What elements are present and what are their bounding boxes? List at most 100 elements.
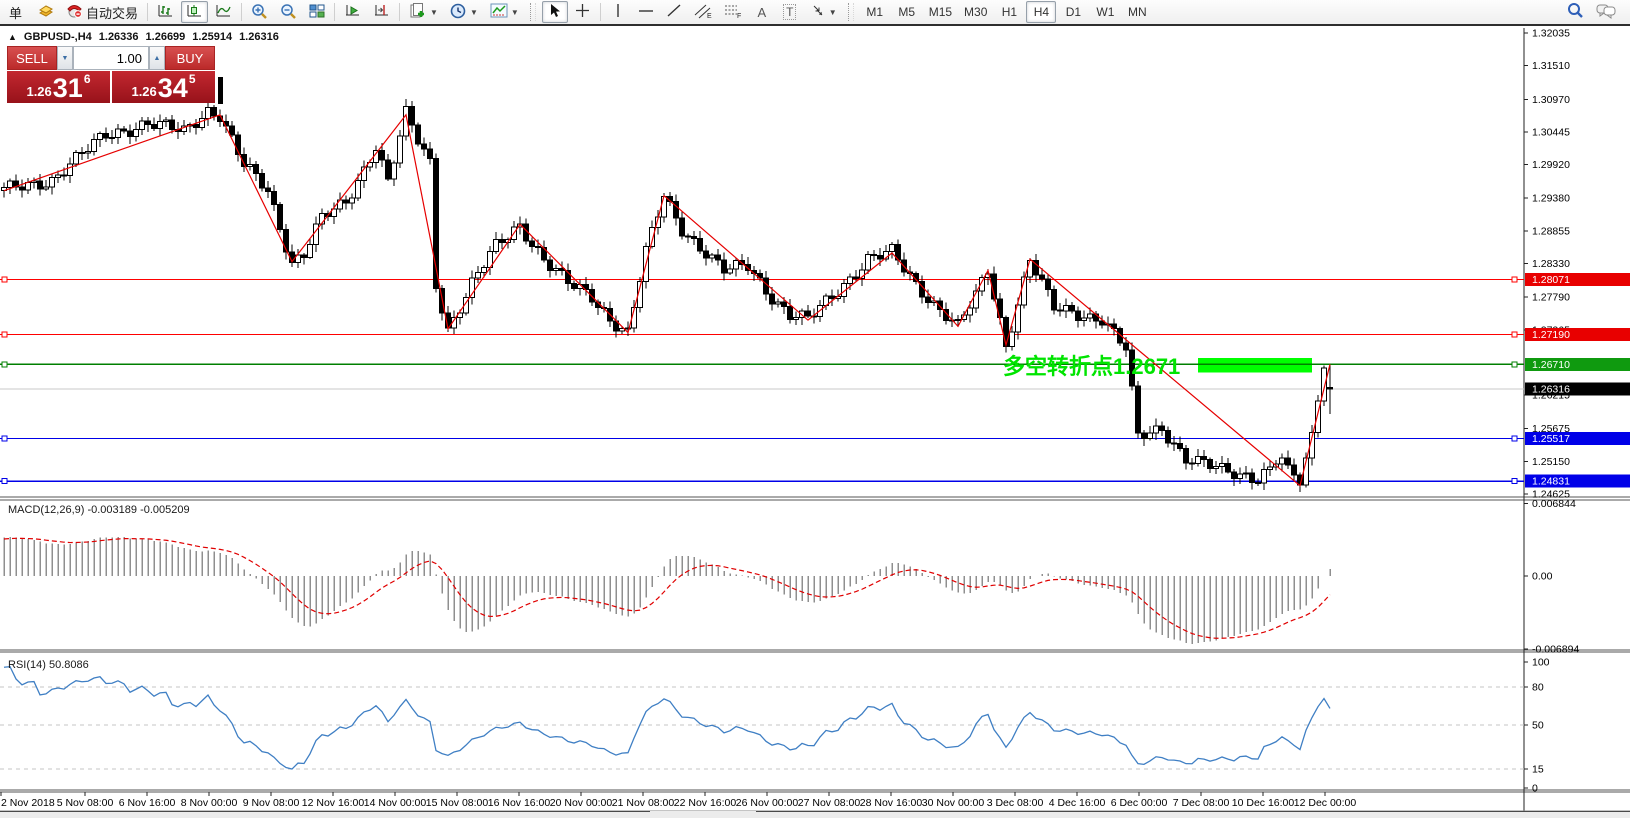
market-watch-button[interactable]	[33, 1, 59, 23]
macd-indicator	[3, 536, 1331, 644]
sell-button[interactable]: SELL	[7, 46, 57, 70]
time-axis-label: 20 Nov 00:00	[550, 797, 613, 809]
volume-decrease-button[interactable]: ▼	[57, 46, 73, 70]
zigzag-line[interactable]	[3, 113, 1331, 487]
timeframe-d1-button[interactable]: D1	[1058, 1, 1088, 23]
line-chart-button[interactable]	[210, 1, 237, 23]
volume-increase-button[interactable]: ▲	[149, 46, 165, 70]
text-icon: A	[757, 4, 767, 20]
line-handle[interactable]	[1, 331, 8, 338]
price-tag-label: 1.27190	[1532, 329, 1570, 341]
time-axis-label: 12 Nov 16:00	[302, 797, 365, 809]
auto-scroll-icon	[344, 3, 361, 21]
timeframe-h4-button[interactable]: H4	[1026, 1, 1057, 23]
price-tag-label: 1.28071	[1532, 274, 1570, 286]
buy-button[interactable]: BUY	[165, 46, 215, 70]
line-handle[interactable]	[1, 361, 8, 368]
arrow-objects-button[interactable]: ▼	[805, 1, 842, 23]
svg-text:F: F	[737, 13, 741, 19]
line-handle[interactable]	[1511, 276, 1518, 283]
line-handle[interactable]	[1, 478, 8, 485]
buy-price-main: 34	[157, 73, 188, 103]
sell-price-box[interactable]: 1.26 31 6	[7, 71, 110, 103]
time-axis-label: 15 Nov 08:00	[426, 797, 489, 809]
vertical-line-button[interactable]	[605, 1, 631, 23]
time-axis-label: 7 Dec 08:00	[1173, 797, 1230, 809]
line-handle[interactable]	[1511, 331, 1518, 338]
chart-canvas[interactable]: 1.32035 1.31510 1.30970 1.30445 1.29920 1.293…	[0, 28, 1630, 811]
buy-price-prefix: 1.26	[131, 84, 157, 99]
arrow-objects-icon	[810, 3, 826, 21]
timeframe-m5-button[interactable]: M5	[892, 1, 922, 23]
cursor-button[interactable]	[541, 1, 568, 23]
line-handle[interactable]	[1, 276, 8, 283]
toolbar: 单 自动交易 ▼ ▼ ▼ E F A T ▼ M1 M5 M15 M30 H1 H	[0, 0, 1630, 26]
sell-price-prefix: 1.26	[26, 84, 52, 99]
turning-point-annotation[interactable]: 多空转折点1.2671	[1003, 354, 1180, 379]
chart-shift-button[interactable]	[368, 1, 395, 23]
zoom-in-button[interactable]	[246, 1, 273, 23]
time-axis-label: 2 Nov 2018	[1, 797, 55, 809]
line-handle[interactable]	[1511, 435, 1518, 442]
toolbar-grip[interactable]	[529, 3, 536, 21]
time-axis-label: 10 Dec 16:00	[1232, 797, 1295, 809]
price-tag	[1525, 273, 1630, 287]
trendline-button[interactable]	[661, 1, 687, 23]
toolbar-grip[interactable]	[847, 3, 854, 21]
signal-rectangle[interactable]	[1198, 357, 1312, 373]
buy-price-box[interactable]: 1.26 34 5	[112, 71, 215, 103]
timeframe-m15-button[interactable]: M15	[924, 1, 957, 23]
toolbar-separator	[599, 3, 601, 21]
chart-title: ▲ GBPUSD-,H4 1.26336 1.26699 1.25914 1.2…	[8, 31, 279, 43]
volume-input[interactable]: 1.00	[73, 46, 149, 70]
collapse-arrow-icon[interactable]: ▲	[8, 32, 17, 42]
auto-scroll-button[interactable]	[339, 1, 366, 23]
timeframe-m1-button[interactable]: M1	[860, 1, 890, 23]
fibonacci-button[interactable]: F	[719, 1, 747, 23]
periodicity-button[interactable]: ▼	[445, 1, 483, 23]
horizontal-line-button[interactable]	[633, 1, 659, 23]
search-button[interactable]	[1561, 1, 1589, 23]
new-order-button[interactable]: ▼	[404, 1, 443, 23]
svg-text:E: E	[707, 13, 712, 19]
zoom-out-button[interactable]	[275, 1, 302, 23]
symbol-period-label: GBPUSD-,H4	[23, 31, 92, 43]
macd-axis-label: 0.00	[1532, 571, 1553, 583]
market-watch-icon	[38, 4, 54, 21]
indicators-button[interactable]: ▼	[485, 1, 524, 23]
crosshair-button[interactable]	[570, 1, 596, 23]
price-axis-label: 1.25150	[1532, 456, 1570, 468]
autotrading-button[interactable]: 自动交易	[61, 1, 143, 23]
text-button[interactable]: A	[749, 1, 775, 23]
price-axis-label: 1.31510	[1532, 60, 1570, 72]
new-order-text-button[interactable]: 单	[1, 1, 31, 23]
macd-axis-label: 0.006844	[1532, 498, 1576, 510]
current-price-tag	[1525, 382, 1630, 396]
crosshair-icon	[575, 3, 590, 21]
line-handle[interactable]	[1, 435, 8, 442]
chart-tab-bar[interactable]	[0, 811, 1630, 818]
text-label-button[interactable]: T	[777, 1, 803, 23]
timeframe-w1-button[interactable]: W1	[1090, 1, 1120, 23]
timeframe-h1-button[interactable]: H1	[994, 1, 1024, 23]
chat-button[interactable]	[1591, 1, 1621, 23]
equidistant-channel-button[interactable]: E	[689, 1, 717, 23]
toolbar-separator	[147, 3, 149, 21]
line-handle[interactable]	[1511, 361, 1518, 368]
line-handle[interactable]	[1511, 478, 1518, 485]
price-axis-label: 1.32035	[1532, 28, 1570, 40]
tile-windows-icon	[309, 4, 325, 21]
timeframe-mn-button[interactable]: MN	[1122, 1, 1152, 23]
price-tag	[1525, 432, 1630, 446]
macd-label: MACD(12,26,9) -0.003189 -0.005209	[8, 504, 190, 516]
time-axis[interactable]: 2 Nov 2018 5 Nov 08:00 6 Nov 16:00 8 Nov 00…	[0, 792, 1356, 809]
timeframe-m30-button[interactable]: M30	[959, 1, 992, 23]
time-axis-label: 14 Nov 00:00	[364, 797, 427, 809]
time-axis-label: 6 Nov 16:00	[119, 797, 176, 809]
tile-windows-button[interactable]	[304, 1, 330, 23]
autotrading-icon	[66, 3, 83, 21]
bar-chart-button[interactable]	[152, 1, 179, 23]
sell-price-pip: 6	[83, 72, 91, 86]
candlestick-chart-button[interactable]	[181, 1, 209, 23]
equidistant-channel-icon: E	[694, 3, 712, 22]
